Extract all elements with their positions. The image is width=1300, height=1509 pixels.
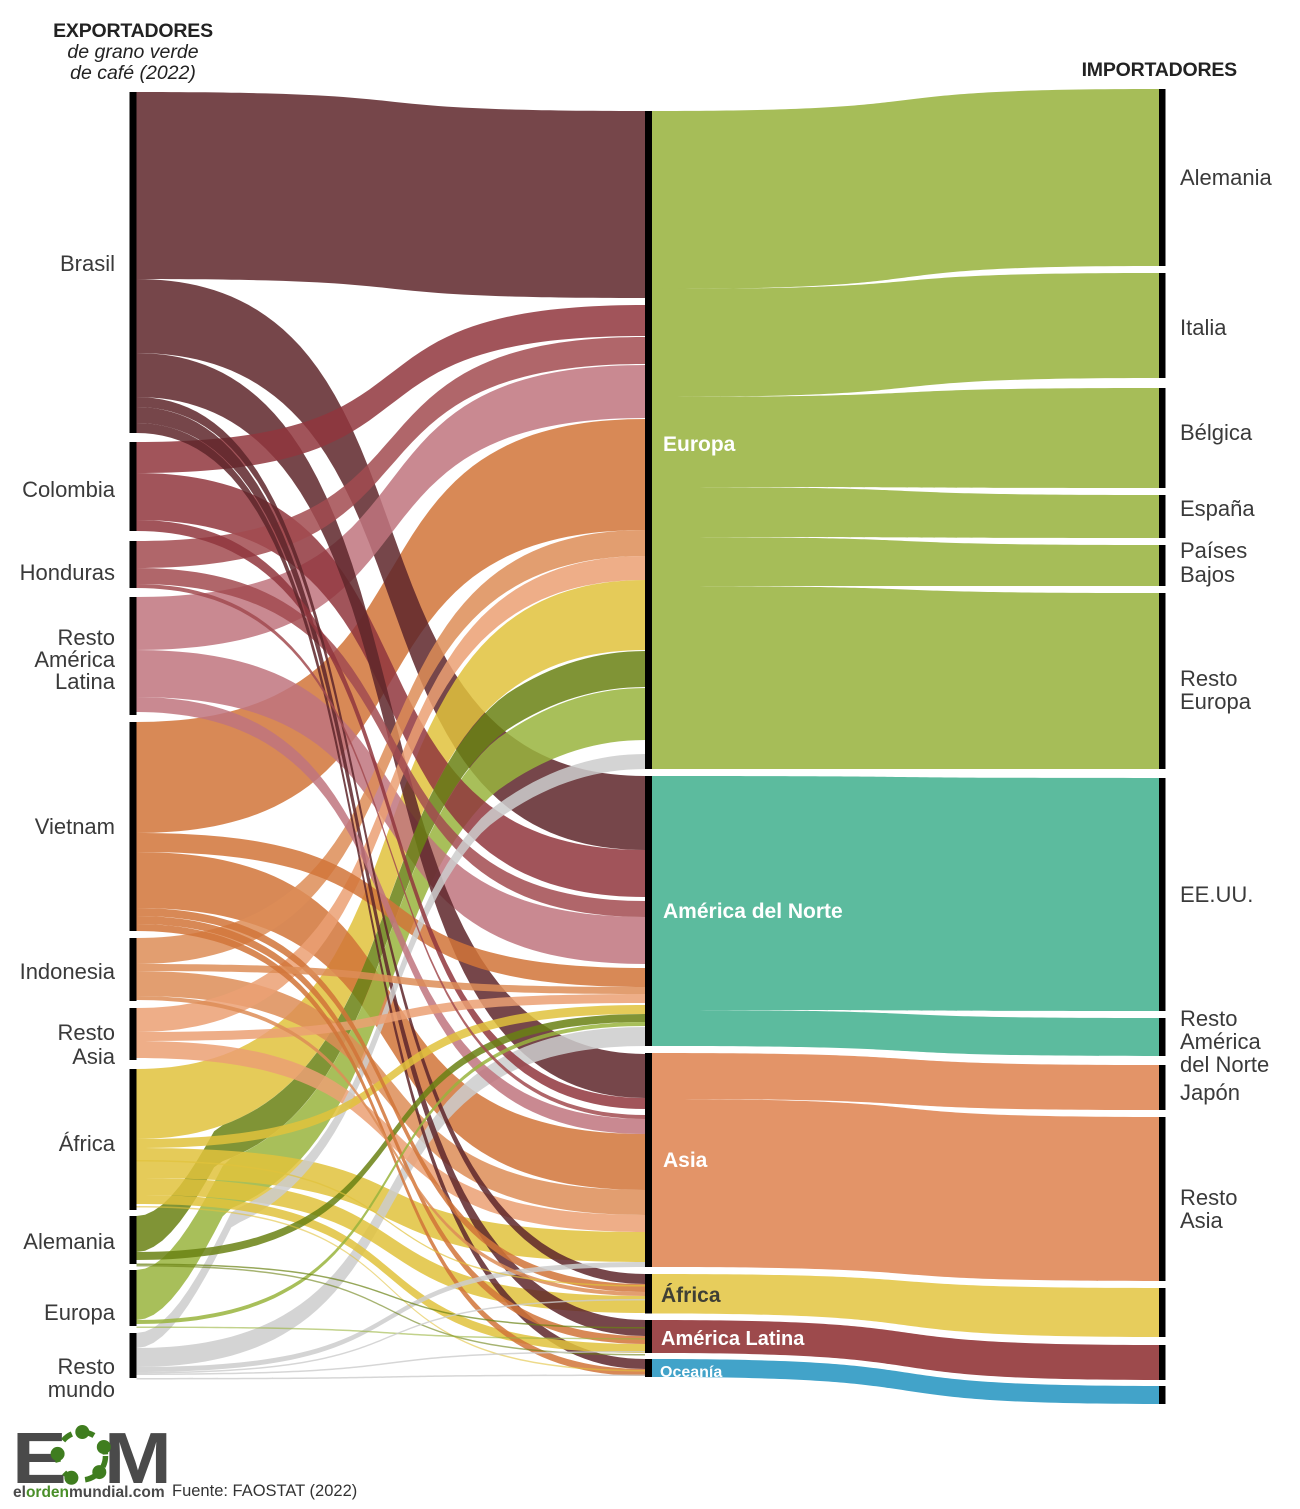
svg-text:Oceanía: Oceanía (660, 1364, 722, 1381)
svg-text:América: América (1180, 1029, 1261, 1054)
svg-text:Resto: Resto (58, 625, 115, 650)
svg-text:EXPORTADORES: EXPORTADORES (53, 20, 213, 42)
svg-text:Asia: Asia (663, 1149, 708, 1172)
svg-text:Japón: Japón (1180, 1080, 1240, 1105)
svg-text:Indonesia: Indonesia (20, 959, 116, 984)
svg-text:Resto: Resto (58, 1020, 115, 1045)
svg-text:Resto: Resto (1180, 1006, 1237, 1031)
svg-text:Resto: Resto (1180, 1185, 1237, 1210)
svg-text:Brasil: Brasil (60, 251, 115, 276)
svg-text:de café (2022): de café (2022) (70, 62, 196, 84)
svg-text:Asia: Asia (72, 1044, 116, 1069)
svg-text:Resto: Resto (58, 1354, 115, 1379)
svg-text:Alemania: Alemania (23, 1229, 115, 1254)
svg-text:Europa: Europa (44, 1300, 116, 1325)
svg-text:Europa: Europa (663, 433, 736, 456)
svg-text:África: África (59, 1131, 116, 1156)
svg-text:España: España (1180, 496, 1255, 521)
svg-text:Asia: Asia (1180, 1208, 1224, 1233)
svg-text:del Norte: del Norte (1180, 1052, 1269, 1077)
svg-text:Latina: Latina (55, 669, 116, 694)
svg-text:elordenmundial.com: elordenmundial.com (13, 1484, 165, 1501)
svg-text:Resto: Resto (1180, 666, 1237, 691)
svg-text:África: África (661, 1284, 721, 1307)
svg-text:América del Norte: América del Norte (663, 900, 843, 923)
svg-text:EE.UU.: EE.UU. (1180, 882, 1253, 907)
svg-text:América Latina: América Latina (661, 1328, 805, 1350)
svg-text:Alemania: Alemania (1180, 165, 1272, 190)
svg-text:América: América (34, 647, 115, 672)
svg-text:Europa: Europa (1180, 689, 1252, 714)
svg-text:Colombia: Colombia (22, 477, 116, 502)
svg-text:Bélgica: Bélgica (1180, 420, 1253, 445)
svg-text:mundo: mundo (48, 1377, 115, 1402)
svg-text:IMPORTADORES: IMPORTADORES (1082, 59, 1238, 81)
svg-text:Italia: Italia (1180, 315, 1227, 340)
svg-text:Honduras: Honduras (20, 560, 115, 585)
svg-text:Países: Países (1180, 538, 1247, 563)
svg-text:de grano verde: de grano verde (67, 41, 198, 63)
svg-text:M: M (104, 1418, 172, 1499)
svg-text:Fuente: FAOSTAT (2022): Fuente: FAOSTAT (2022) (172, 1482, 357, 1500)
svg-text:Bajos: Bajos (1180, 562, 1235, 587)
svg-text:Vietnam: Vietnam (35, 814, 115, 839)
